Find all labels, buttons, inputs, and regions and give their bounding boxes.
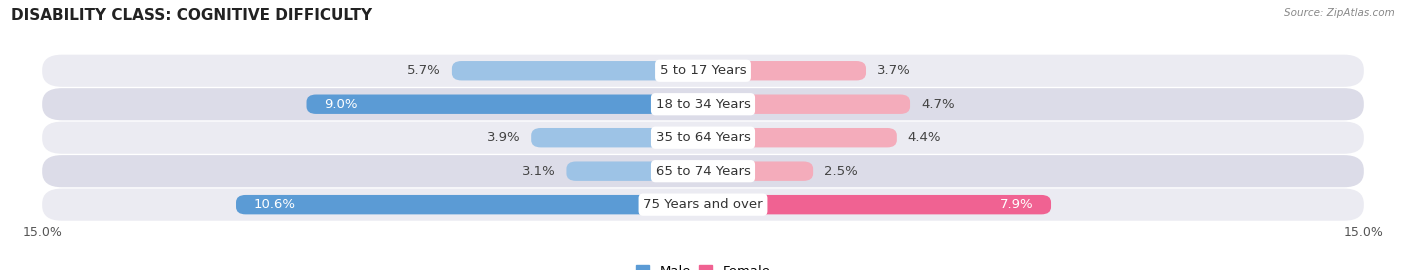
FancyBboxPatch shape [42, 155, 1364, 187]
Text: 3.9%: 3.9% [486, 131, 520, 144]
FancyBboxPatch shape [703, 94, 910, 114]
Text: 9.0%: 9.0% [325, 98, 357, 111]
Text: 4.4%: 4.4% [908, 131, 942, 144]
FancyBboxPatch shape [703, 195, 1052, 214]
FancyBboxPatch shape [42, 88, 1364, 120]
Text: 3.1%: 3.1% [522, 165, 555, 178]
FancyBboxPatch shape [42, 122, 1364, 154]
Text: 35 to 64 Years: 35 to 64 Years [655, 131, 751, 144]
Text: DISABILITY CLASS: COGNITIVE DIFFICULTY: DISABILITY CLASS: COGNITIVE DIFFICULTY [11, 8, 373, 23]
Text: 2.5%: 2.5% [824, 165, 858, 178]
Text: 75 Years and over: 75 Years and over [643, 198, 763, 211]
FancyBboxPatch shape [703, 161, 813, 181]
FancyBboxPatch shape [451, 61, 703, 80]
FancyBboxPatch shape [236, 195, 703, 214]
Text: 5 to 17 Years: 5 to 17 Years [659, 64, 747, 77]
FancyBboxPatch shape [42, 55, 1364, 87]
Text: 3.7%: 3.7% [877, 64, 911, 77]
FancyBboxPatch shape [307, 94, 703, 114]
FancyBboxPatch shape [703, 128, 897, 147]
Text: Source: ZipAtlas.com: Source: ZipAtlas.com [1284, 8, 1395, 18]
FancyBboxPatch shape [567, 161, 703, 181]
Text: 5.7%: 5.7% [408, 64, 441, 77]
Text: 4.7%: 4.7% [921, 98, 955, 111]
Text: 7.9%: 7.9% [1000, 198, 1033, 211]
FancyBboxPatch shape [703, 61, 866, 80]
Text: 10.6%: 10.6% [253, 198, 295, 211]
FancyBboxPatch shape [531, 128, 703, 147]
Text: 65 to 74 Years: 65 to 74 Years [655, 165, 751, 178]
Text: 18 to 34 Years: 18 to 34 Years [655, 98, 751, 111]
FancyBboxPatch shape [42, 188, 1364, 221]
Legend: Male, Female: Male, Female [636, 265, 770, 270]
